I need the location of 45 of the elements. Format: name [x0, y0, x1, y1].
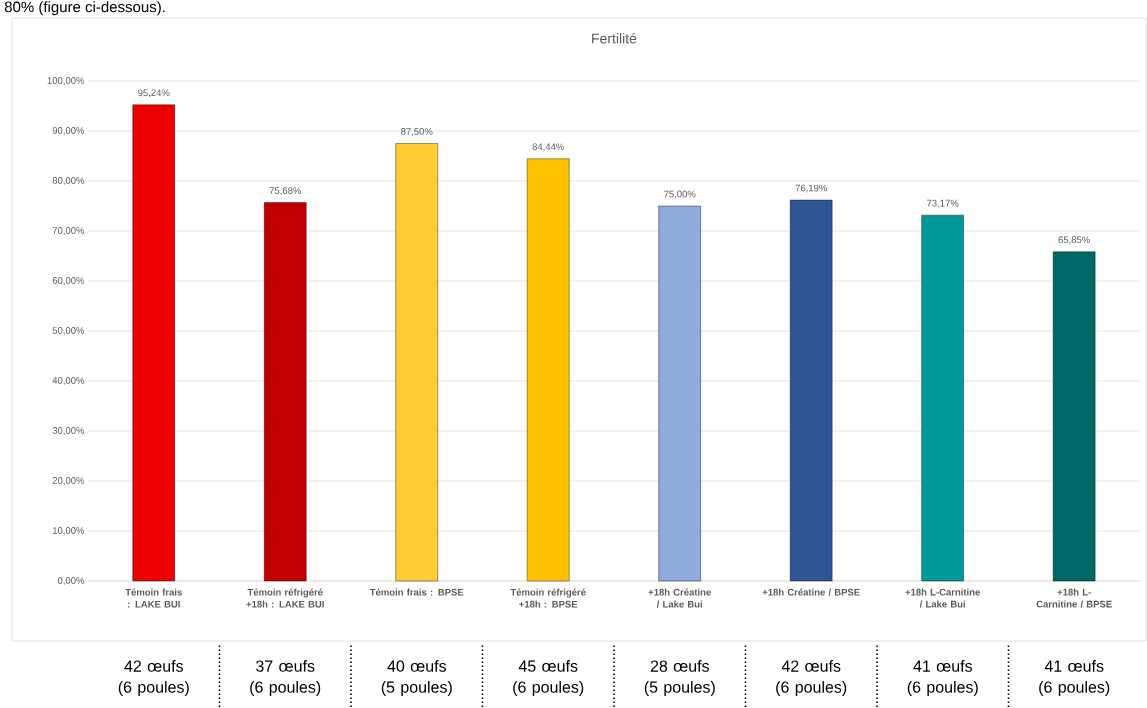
text: 80% (figure ci-dessous). — [4, 1, 165, 16]
x-tick-label: Témoin frais : LAKE BUI — [125, 588, 182, 608]
y-tick-label: 20,00% — [52, 477, 85, 486]
text: 37 œufs (6 poules) — [250, 660, 321, 697]
bar — [921, 215, 964, 582]
x-tick-label: +18h L-Carnitine / BPSE — [1036, 588, 1112, 608]
y-tick-label: 60,00% — [52, 277, 85, 286]
data-label: 65,85% — [1058, 236, 1090, 245]
bar — [658, 205, 701, 582]
text: 41 œufs (6 poules) — [1039, 660, 1110, 697]
data-label: 75,68% — [269, 187, 301, 196]
bar — [395, 143, 438, 582]
bar — [132, 104, 175, 582]
y-tick-label: 10,00% — [52, 527, 85, 536]
y-tick-label: 100,00% — [47, 77, 85, 86]
text: 45 œufs (6 poules) — [513, 660, 584, 697]
text: 40 œufs (5 poules) — [381, 660, 452, 697]
chart-title: Fertilité — [592, 33, 637, 44]
bar — [789, 199, 833, 582]
x-tick-label: Témoin réfrigéré +18h : LAKE BUI — [246, 588, 324, 608]
text: 28 œufs (5 poules) — [644, 660, 715, 697]
y-tick-label: 30,00% — [52, 427, 85, 436]
text: 41 œufs (6 poules) — [907, 660, 978, 697]
y-tick-label: 80,00% — [52, 177, 85, 186]
y-tick-label: 70,00% — [52, 227, 85, 236]
x-tick-label: +18h L-Carnitine / Lake Bui — [905, 588, 980, 608]
data-label: 84,44% — [532, 143, 564, 152]
data-label: 87,50% — [401, 128, 433, 137]
y-tick-label: 90,00% — [52, 127, 85, 136]
data-label: 75,00% — [664, 190, 696, 199]
bar — [527, 158, 570, 582]
x-tick-label: +18h Créatine / Lake Bui — [648, 588, 711, 608]
y-tick-label: 50,00% — [52, 327, 85, 336]
x-tick-label: +18h Créatine / BPSE — [762, 588, 860, 596]
data-label: 95,24% — [138, 89, 170, 98]
x-tick-label: Témoin frais : BPSE — [369, 588, 464, 596]
y-tick-label: 40,00% — [52, 377, 85, 386]
text: 42 œufs (6 poules) — [776, 660, 847, 697]
bar — [1052, 251, 1096, 582]
bar — [264, 202, 307, 582]
data-label: 73,17% — [927, 199, 959, 208]
text: 42 œufs (6 poules) — [118, 660, 189, 697]
y-tick-label: 0,00% — [57, 577, 85, 586]
data-label: 76,19% — [795, 184, 827, 193]
x-tick-label: Témoin réfrigéré +18h : BPSE — [510, 588, 586, 608]
